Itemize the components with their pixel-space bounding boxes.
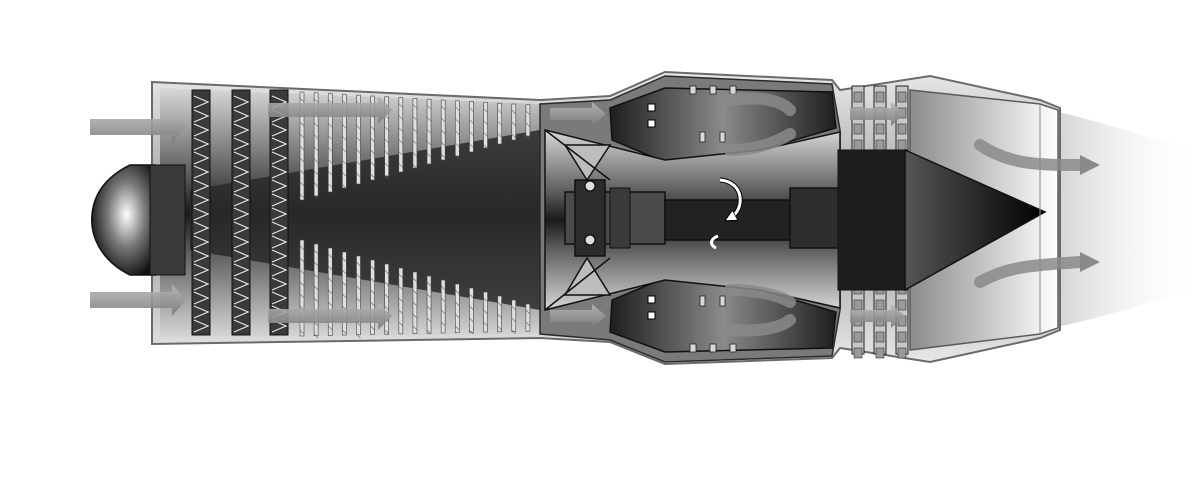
compressor-section — [191, 89, 531, 339]
compressor-flow-arrow — [268, 302, 392, 330]
compressor-stage — [483, 102, 488, 333]
compressor-exit-arrow — [550, 304, 606, 328]
compressor-stage — [454, 100, 460, 334]
exhaust-arrow-head — [1080, 155, 1100, 175]
nose-cone — [91, 164, 186, 276]
compressor-stage — [525, 104, 531, 332]
fan-stage — [191, 89, 211, 336]
fan-stage — [269, 89, 289, 336]
exhaust-nozzle — [904, 89, 1059, 351]
compressor-stage — [412, 98, 418, 334]
compressor-flow-arrow — [268, 96, 392, 124]
compressor-stage — [426, 98, 432, 335]
compressor-exit-arrow — [550, 102, 606, 126]
compressor-stage — [370, 95, 375, 335]
chamber-flow-arrow — [724, 314, 796, 337]
exhaust-plume — [1040, 108, 1200, 330]
exhaust-arrow-head — [1080, 252, 1100, 272]
turbine-disk — [837, 149, 909, 291]
compressor-stage — [511, 103, 517, 335]
rotation-indicator — [710, 177, 743, 250]
chamber-flow-arrow — [724, 284, 796, 308]
compressor-stage — [384, 96, 390, 335]
compressor-stage — [440, 99, 446, 334]
turbine-flow-arrow — [850, 102, 905, 126]
exhaust-arrow — [974, 139, 1086, 171]
inlet-arrow — [90, 111, 186, 143]
inlet-arrow — [90, 284, 186, 316]
exhaust-arrow — [974, 256, 1086, 288]
airflow-arrows — [90, 92, 1100, 337]
chamber-flow-arrow — [724, 92, 796, 116]
compressor-stage — [497, 102, 502, 333]
compressor-stage — [398, 97, 404, 335]
turbine-flow-arrow — [850, 304, 905, 328]
tail-cone — [904, 148, 1047, 292]
fan-stage — [231, 89, 251, 336]
turbine-section — [837, 85, 909, 359]
compressor-stage — [469, 101, 474, 335]
chamber-flow-arrow — [724, 128, 796, 156]
